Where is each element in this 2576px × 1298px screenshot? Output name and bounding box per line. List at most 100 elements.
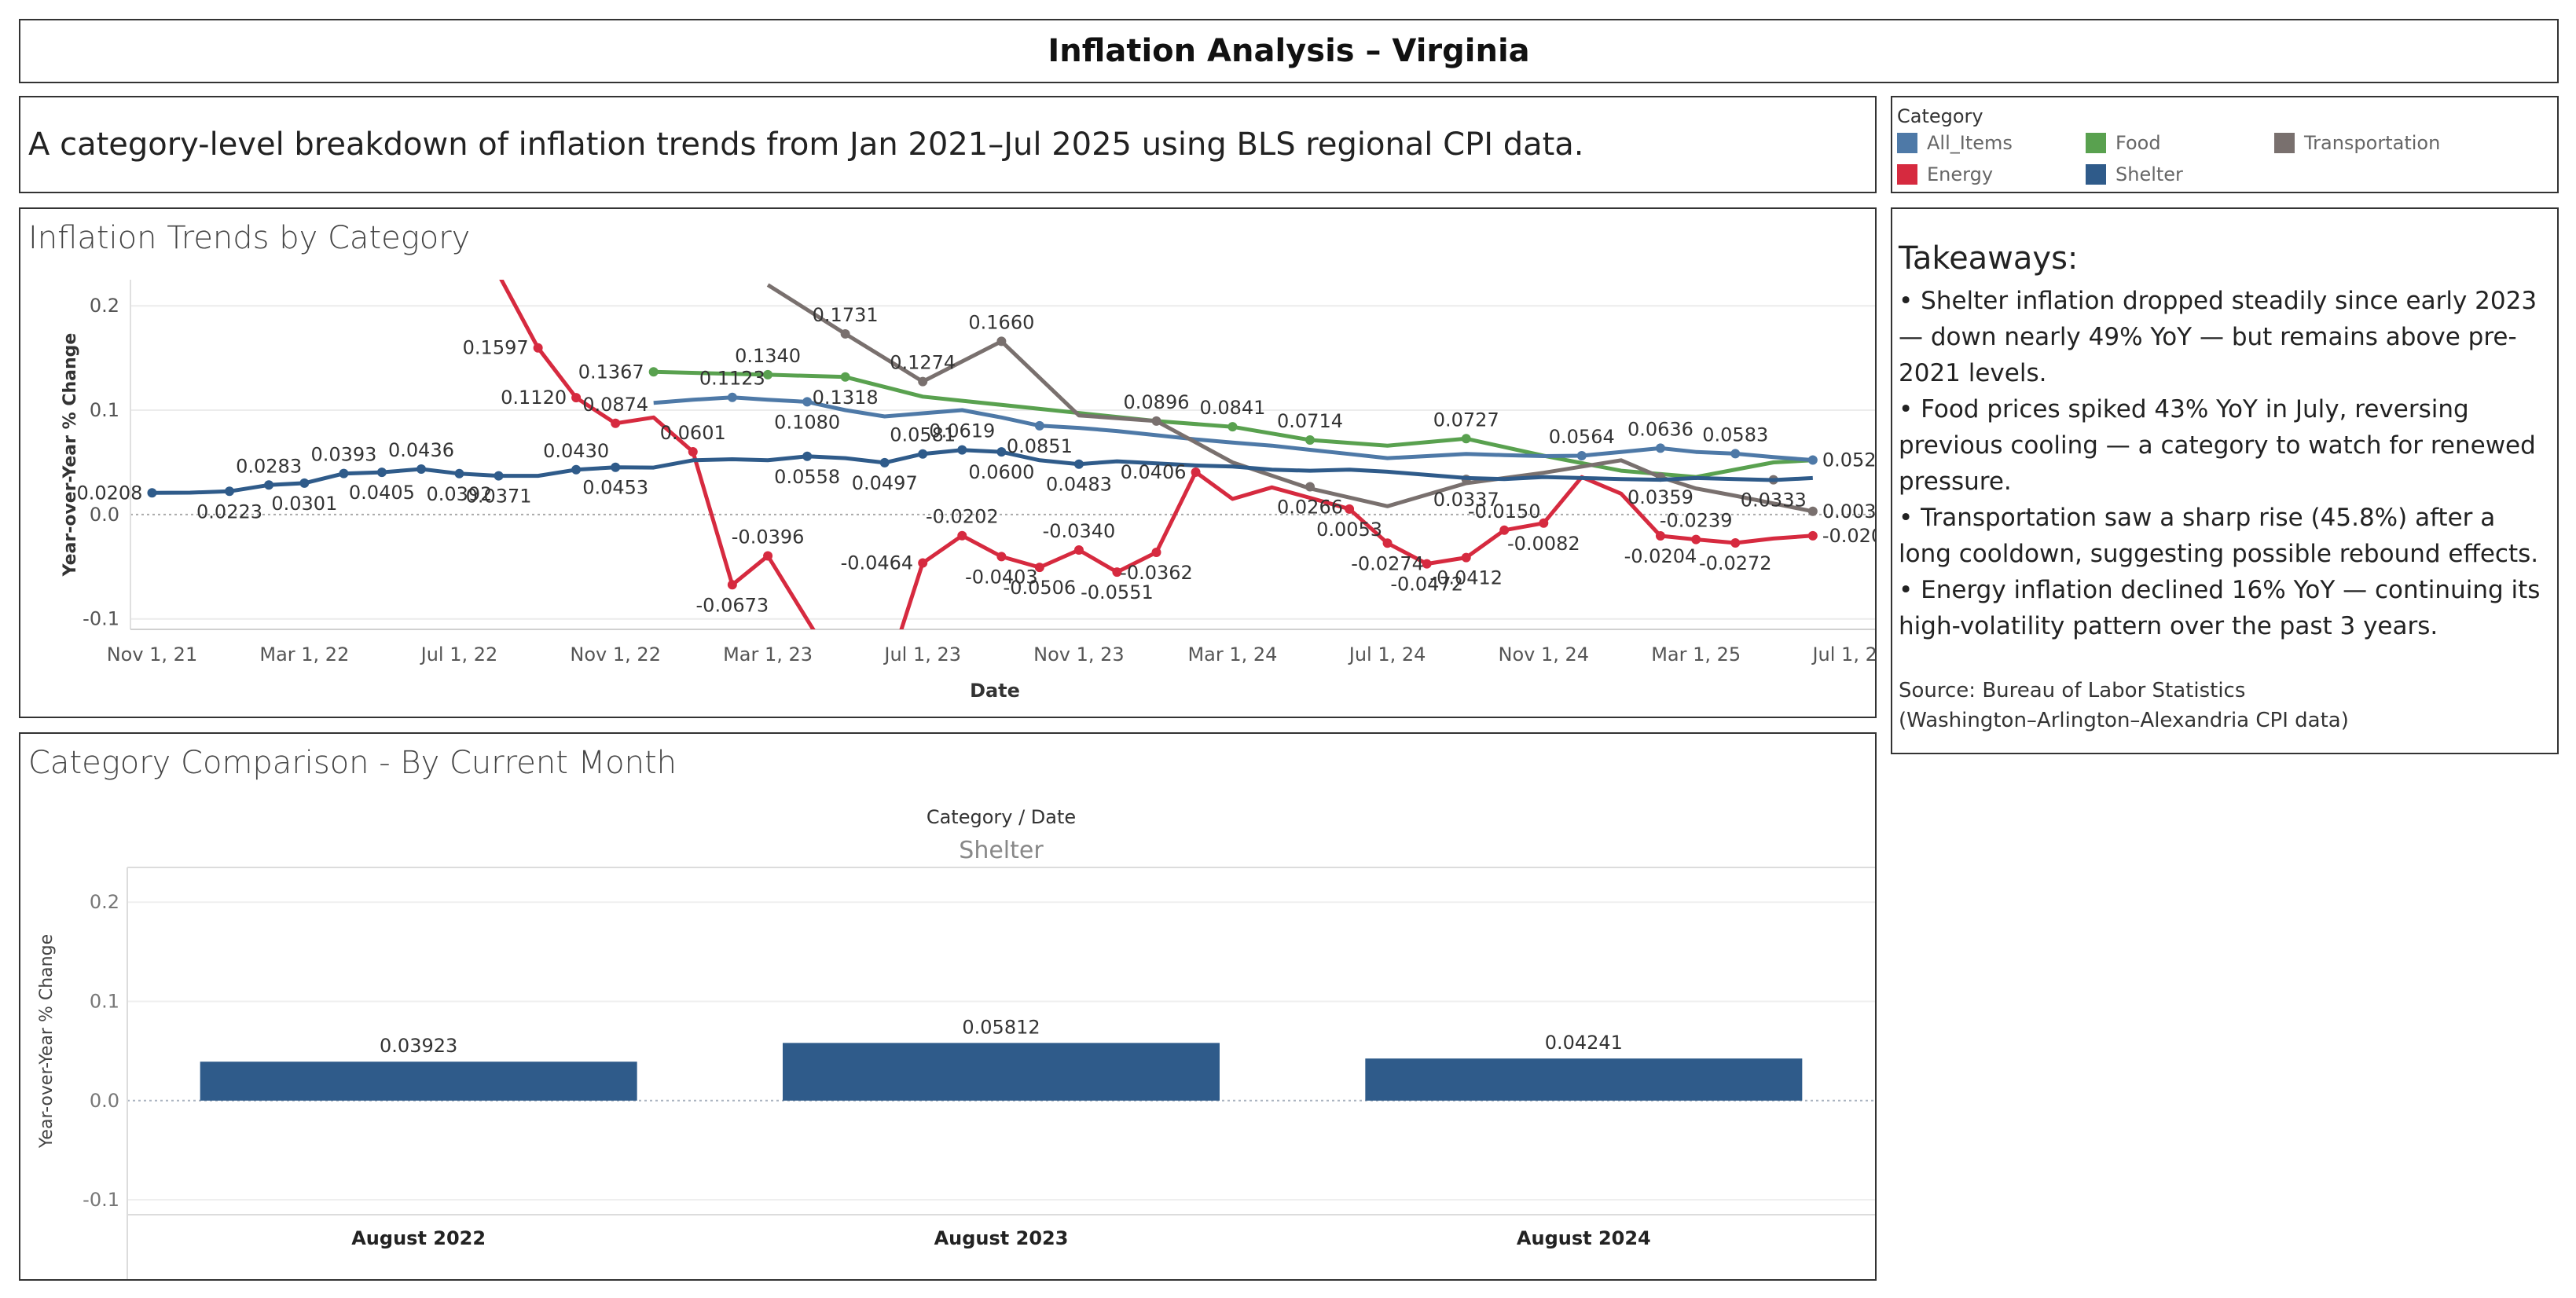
data-label-shelter: 0.0558 [774, 466, 840, 488]
data-label-energy: -0.0274 [1351, 552, 1424, 574]
data-point-all-items [1576, 450, 1587, 460]
legend-item-all-items[interactable]: All_Items [1897, 132, 2013, 154]
facet-label: Shelter [959, 837, 1044, 864]
trend-line-chart[interactable]: 0.2 0.1 0.0 -0.1 Nov 1, 21 Mar 1, 22 Jul 1, 22… [20, 209, 1875, 717]
series-line-energy [499, 280, 1813, 629]
legend-label: Food [2115, 132, 2161, 154]
dashboard-title: Inflation Analysis – Virginia [1048, 33, 1530, 69]
bar-value-label: 0.05812 [962, 1016, 1040, 1038]
data-label-energy: -0.0150 [1468, 500, 1541, 522]
data-label-transportation: 0.0333 [1741, 490, 1807, 512]
legend-swatch [1897, 164, 1917, 185]
category-legend[interactable]: Category All_Items Food Transportation E… [1891, 96, 2559, 193]
legend-item-energy[interactable]: Energy [1897, 163, 1993, 185]
data-label-transportation: 0.0337 [1433, 489, 1499, 511]
legend-label: Shelter [2115, 163, 2183, 185]
data-point-transportation [1151, 416, 1161, 426]
data-point-energy [1112, 567, 1122, 578]
data-label-shelter: 0.0392 [426, 483, 492, 505]
data-point-energy [571, 393, 582, 403]
x-tick-label: Mar 1, 22 [259, 644, 349, 666]
x-tick-label: Mar 1, 24 [1187, 644, 1277, 666]
y-tick-label: -0.1 [83, 1189, 119, 1211]
series-line-food [653, 369, 1813, 479]
data-point-energy [1345, 504, 1355, 514]
data-point-all-items [1730, 449, 1741, 459]
legend-item-shelter[interactable]: Shelter [2086, 163, 2183, 185]
data-point-shelter [299, 478, 310, 488]
data-label-all-items: 0.0564 [1549, 426, 1615, 448]
takeaways-heading: Takeaways: [1899, 240, 2079, 277]
data-label-energy: 0.0601 [660, 422, 726, 444]
data-label-all-items: 0.1123 [699, 368, 765, 390]
data-point-shelter [416, 464, 426, 474]
subtitle-box: A category-level breakdown of inflation … [19, 96, 1877, 193]
comparison-bar-chart[interactable]: Category / Date Shelter 0.2 0.1 0.0 -0.1 Year-… [20, 734, 1875, 1279]
data-label-energy: -0.0362 [1120, 562, 1193, 584]
x-category-label: August 2022 [351, 1227, 486, 1249]
data-point-shelter [1073, 459, 1084, 469]
data-label-transportation: 0.0359 [1627, 486, 1693, 508]
data-point-food [1227, 422, 1238, 432]
takeaway-food: • Food prices spiked 43% YoY in July, re… [1899, 395, 2536, 496]
data-label-shelter: 0.0497 [852, 472, 918, 494]
data-point-shelter [802, 451, 813, 461]
data-point-transportation [1305, 482, 1316, 492]
data-label-transportation: 0.1660 [968, 311, 1034, 333]
data-point-transportation [840, 328, 850, 339]
dashboard-title-box: Inflation Analysis – Virginia [19, 19, 2559, 83]
y-tick-label: -0.1 [83, 608, 119, 630]
data-point-energy [763, 551, 773, 561]
x-tick-label: Nov 1, 23 [1033, 644, 1125, 666]
data-label-food: 0.0714 [1277, 410, 1343, 432]
legend-item-transportation[interactable]: Transportation [2274, 132, 2440, 154]
data-label-all-items: 0.0583 [1702, 424, 1768, 446]
x-category-label: August 2023 [934, 1227, 1069, 1249]
data-label-energy: 0.1120 [501, 387, 567, 409]
data-point-energy [1539, 518, 1549, 528]
data-label-energy: -0.0239 [1660, 510, 1733, 532]
source-line-1: Source: Bureau of Labor Statistics [1899, 679, 2246, 702]
legend-item-food[interactable]: Food [2086, 132, 2161, 154]
data-label-shelter: 0.0405 [349, 482, 415, 504]
data-label-energy: 0.0053 [1316, 519, 1382, 541]
data-point-energy [1422, 559, 1432, 569]
data-point-shelter [147, 488, 157, 498]
data-label-shelter: 0.0453 [582, 477, 648, 499]
legend-label: Energy [1927, 163, 1994, 185]
data-point-all-items [1034, 420, 1044, 431]
x-tick-label: Mar 1, 23 [723, 644, 813, 666]
data-point-shelter [454, 468, 464, 478]
data-label-shelter: 0.0619 [929, 420, 995, 442]
data-point-energy [611, 418, 621, 428]
data-label-shelter: 0.0223 [196, 500, 262, 522]
y-axis-title: Year-over-Year % Change [37, 934, 57, 1149]
data-point-shelter [264, 480, 274, 490]
data-point-energy [1382, 538, 1393, 548]
takeaway-shelter: • Shelter inflation dropped steadily sin… [1899, 287, 2537, 387]
data-label-food: 0.1367 [578, 361, 644, 383]
bar-chart-header: Category / Date [927, 806, 1076, 828]
bar-august-2023 [783, 1043, 1220, 1101]
data-label-all-items: 0.0522 [1822, 449, 1875, 471]
legend-label: All_Items [1927, 132, 2013, 154]
data-label-shelter: 0.0430 [543, 440, 609, 462]
data-point-shelter [879, 457, 890, 468]
data-label-energy: -0.0203 [1822, 525, 1875, 547]
data-label-energy: -0.0204 [1624, 545, 1697, 567]
data-label-shelter: 0.0371 [466, 486, 532, 508]
data-point-food [1461, 434, 1471, 444]
data-label-all-items: 0.0636 [1627, 418, 1693, 440]
bar-august-2022 [200, 1062, 637, 1101]
data-point-shelter [957, 445, 967, 455]
data-point-energy [957, 530, 967, 541]
data-label-all-items: 0.1080 [774, 411, 840, 433]
data-point-food [763, 369, 773, 380]
legend-swatch [2086, 133, 2106, 153]
bar-value-label: 0.03923 [380, 1035, 457, 1057]
x-tick-label: Jul 1, 23 [883, 644, 961, 666]
x-tick-label: Nov 1, 24 [1499, 644, 1590, 666]
data-label-transportation: 0.1274 [890, 352, 956, 374]
data-label-transportation: 0.0896 [1124, 391, 1190, 413]
data-label-energy: -0.0551 [1081, 581, 1154, 603]
